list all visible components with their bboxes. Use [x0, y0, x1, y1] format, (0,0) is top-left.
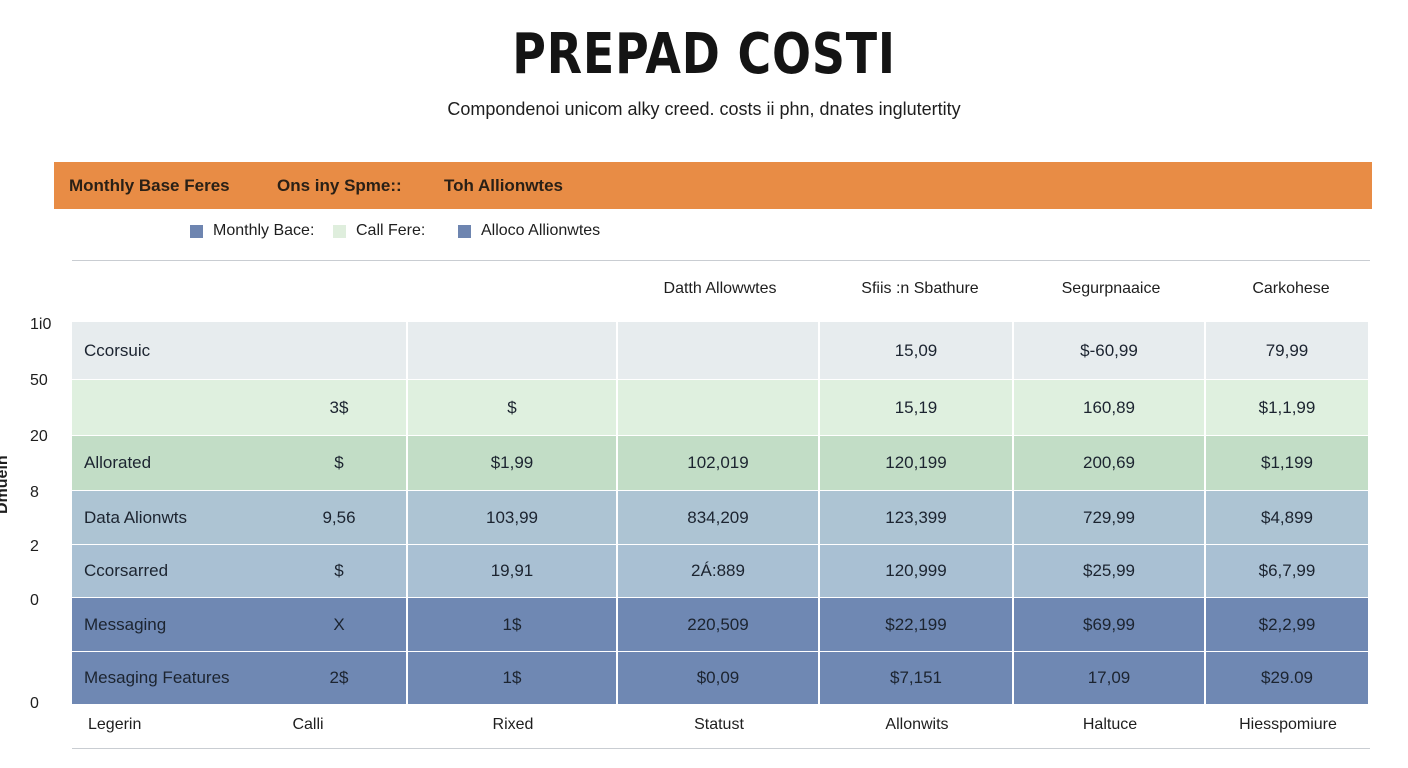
y-tick-label: 0: [30, 695, 39, 712]
table-cell: $29.09: [1206, 652, 1370, 704]
table-cell: 200,69: [1014, 436, 1206, 490]
table-cell: $1,1,99: [1206, 380, 1370, 435]
column-header: Segurpnaaice: [1061, 280, 1161, 297]
table-row: Ccorsarred $19,91 2Á:889 120,999 $25,99 $6,7,…: [72, 545, 1370, 599]
table-cell: 9,56: [272, 491, 408, 544]
row-label: Ccorsarred: [84, 561, 169, 580]
legend-label: Monthly Bace:: [213, 222, 315, 239]
header-bar-item: Toh Allionwtes: [444, 175, 563, 195]
legend: Monthly Bace: Call Fere: Alloco Allionwt…: [0, 222, 1408, 246]
legend-swatch: [333, 224, 346, 238]
table-cell: $22,199: [820, 598, 1014, 651]
table-cell: $1,99: [408, 436, 618, 490]
table-cell: $4,899: [1206, 491, 1370, 544]
table-cell: $7,151: [820, 652, 1014, 704]
legend-label: Alloco Allionwtes: [481, 222, 601, 239]
y-tick-label: 1i0: [30, 316, 52, 333]
table-cell: $6,7,99: [1206, 545, 1370, 597]
table-cell: 79,99: [1206, 322, 1370, 379]
legend-item: Call Fere:: [333, 222, 425, 240]
footer-label: Rixed: [492, 716, 534, 733]
table-cell: $: [272, 545, 408, 597]
table-row: 3$ $15,19 160,89 $1,1,99: [72, 380, 1370, 437]
footer-label: Statust: [694, 716, 744, 733]
table-cell: 220,509: [618, 598, 820, 651]
top-divider: [72, 260, 1370, 261]
table-cell: 123,399: [820, 491, 1014, 544]
table-cell: 120,999: [820, 545, 1014, 597]
y-tick-label: 2: [30, 538, 39, 555]
table-cell: 729,99: [1014, 491, 1206, 544]
column-header: Sfiis :n Sbathure: [861, 280, 979, 297]
legend-swatch: [190, 224, 203, 238]
row-label: Messaging: [84, 614, 167, 634]
table-row: Allorated $ $1,99 102,019 120,199 200,69 $1,19…: [72, 436, 1370, 492]
row-label: Mesaging Features: [84, 668, 230, 687]
table-cell: $1,199: [1206, 436, 1370, 490]
legend-item: Alloco Allionwtes: [458, 222, 600, 240]
header-bar-item: Ons iny Spme::: [277, 175, 402, 195]
table-cell: X: [272, 598, 408, 651]
row-label: Allorated: [84, 453, 152, 472]
header-bar: Monthly Base Feres Ons iny Spme:: Toh Al…: [54, 162, 1372, 209]
column-header: Carkohese: [1252, 280, 1330, 297]
table-cell: [618, 380, 820, 435]
table-cell: $2,2,99: [1206, 598, 1370, 651]
table-row: Messaging X 1$ 220,509 $22,199 $69,99 $2,2,99: [72, 598, 1370, 653]
table-cell: [408, 322, 618, 379]
row-label: Data Alionwts: [84, 507, 187, 527]
y-tick-label: 0: [30, 592, 39, 609]
table-cell: $-60,99: [1014, 322, 1206, 379]
y-tick-label: 8: [30, 484, 39, 501]
table-row: Data Alionwts 9,56 103,99 834,209 123,399 729…: [72, 491, 1370, 546]
table-cell: $0,09: [618, 652, 820, 704]
table-cell: 19,91: [408, 545, 618, 597]
column-header: Datth Allowwtes: [663, 280, 777, 297]
table-cell: 102,019: [618, 436, 820, 490]
table-cell: 834,209: [618, 491, 820, 544]
table-cell: 1$: [408, 598, 618, 651]
table-cell: 15,19: [820, 380, 1014, 435]
y-tick-label: 20: [30, 428, 48, 445]
table-cell: $: [408, 380, 618, 435]
table-cell: 2Á:889: [618, 545, 820, 597]
table-cell: 17,09: [1014, 652, 1206, 704]
table-row: Mesaging Features 2$ 1$ $0,09 $7,151 17,09 $29…: [72, 652, 1370, 706]
table-cell: 120,199: [820, 436, 1014, 490]
y-tick-label: 50: [30, 372, 48, 389]
table-cell: 3$: [272, 380, 408, 435]
table-cell: 160,89: [1014, 380, 1206, 435]
table-cell: $: [272, 436, 408, 490]
header-bar-item: Monthly Base Feres: [69, 175, 230, 195]
table-cell: [272, 322, 408, 379]
table-row: Ccorsuic 15,09 $-60,99 79,99: [72, 322, 1370, 381]
table-cell: $25,99: [1014, 545, 1206, 597]
y-axis-label: Dmuein: [0, 455, 11, 514]
footer-label: Calli: [292, 716, 324, 733]
table-cell: 1$: [408, 652, 618, 704]
legend-item: Monthly Bace:: [190, 222, 314, 240]
footer-row: Legerin Calli Rixed Statust Allonwits Haltuce…: [72, 716, 1370, 740]
table-cell: 103,99: [408, 491, 618, 544]
footer-label: Allonwits: [885, 716, 949, 733]
legend-swatch: [458, 224, 471, 238]
table-cell: 15,09: [820, 322, 1014, 379]
chart-title: PREPAD COSTI: [512, 22, 896, 87]
footer-label: Legerin: [88, 716, 142, 733]
table-cell: [618, 322, 820, 379]
bottom-divider: [72, 748, 1370, 749]
row-label: Ccorsuic: [84, 340, 151, 360]
table-cell: $69,99: [1014, 598, 1206, 651]
legend-label: Call Fere:: [356, 222, 426, 239]
footer-label: Hiesspomiure: [1239, 716, 1337, 733]
chart-subtitle: Compondenoi unicom alky creed. costs ii …: [447, 99, 961, 119]
footer-label: Haltuce: [1082, 716, 1138, 733]
table-cell: 2$: [272, 652, 408, 704]
